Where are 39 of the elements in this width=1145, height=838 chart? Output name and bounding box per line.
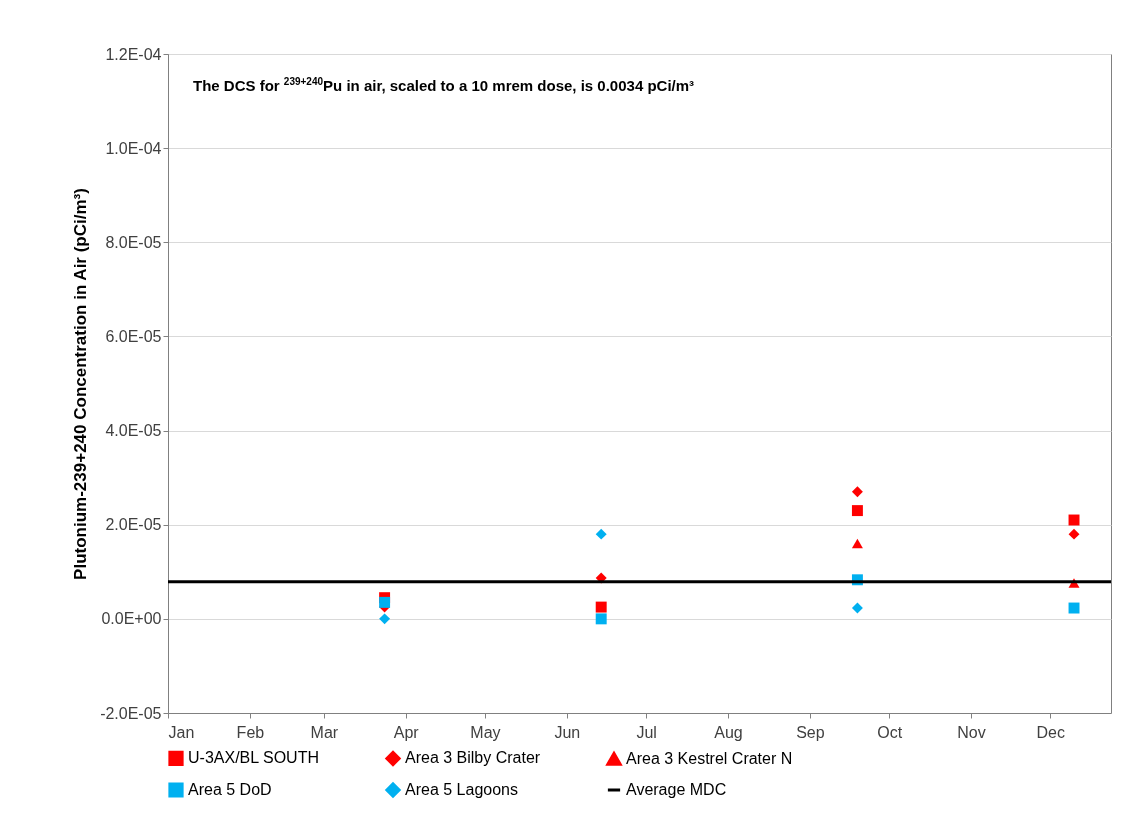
point xyxy=(1068,602,1080,614)
x-tick-label: Jun xyxy=(554,723,581,741)
x-tick-label: Jan xyxy=(168,723,195,741)
x-tick-label: Feb xyxy=(236,723,265,741)
legend-label: Area 3 Bilby Crater xyxy=(405,749,541,767)
y-tick-label: 1.2E-04 xyxy=(105,45,162,63)
point xyxy=(851,538,863,549)
legend-label: Average MDC xyxy=(626,781,727,798)
x-tick-label: Aug xyxy=(714,723,743,741)
point xyxy=(1068,528,1080,540)
y-tick-label: 0.0E+00 xyxy=(101,610,162,628)
point xyxy=(379,613,391,625)
x-tick-label: Sep xyxy=(796,723,825,741)
point xyxy=(851,505,863,517)
y-tick-label: 6.0E-05 xyxy=(105,327,162,345)
x-tick-label: Dec xyxy=(1036,723,1065,741)
y-tick-label: 4.0E-05 xyxy=(105,422,162,440)
y-tick-label: -2.0E-05 xyxy=(100,704,162,722)
y-tick-label: 2.0E-05 xyxy=(105,516,162,534)
x-tick-label: Apr xyxy=(393,723,420,741)
point xyxy=(595,601,607,613)
y-tick-label: 1.0E-04 xyxy=(105,139,162,157)
point xyxy=(595,613,607,625)
point xyxy=(595,528,607,540)
point xyxy=(851,602,863,614)
annotation: The DCS for $^{239+240}$Pu in air, scaled to a 10 mrem dose, is 0.0034 pCi/m³ xyxy=(193,76,695,94)
legend-label: U-3AX/BL SOUTH xyxy=(188,749,319,767)
x-tick-label: Nov xyxy=(957,723,986,741)
x-tick-label: Oct xyxy=(877,723,903,741)
x-tick-label: Mar xyxy=(310,723,339,741)
point xyxy=(851,486,863,498)
x-tick-label: Jul xyxy=(636,723,657,741)
y-tick-label: 8.0E-05 xyxy=(105,233,162,251)
legend-label: Area 5 Lagoons xyxy=(405,781,518,798)
point xyxy=(379,596,391,608)
x-tick-label: May xyxy=(470,723,501,741)
legend-label: Area 3 Kestrel Crater N xyxy=(626,749,793,767)
legend-label: Area 5 DoD xyxy=(188,781,272,798)
y-axis-title: Plutonium-239+240 Concentration in Air (pCi/m³) xyxy=(71,188,91,580)
